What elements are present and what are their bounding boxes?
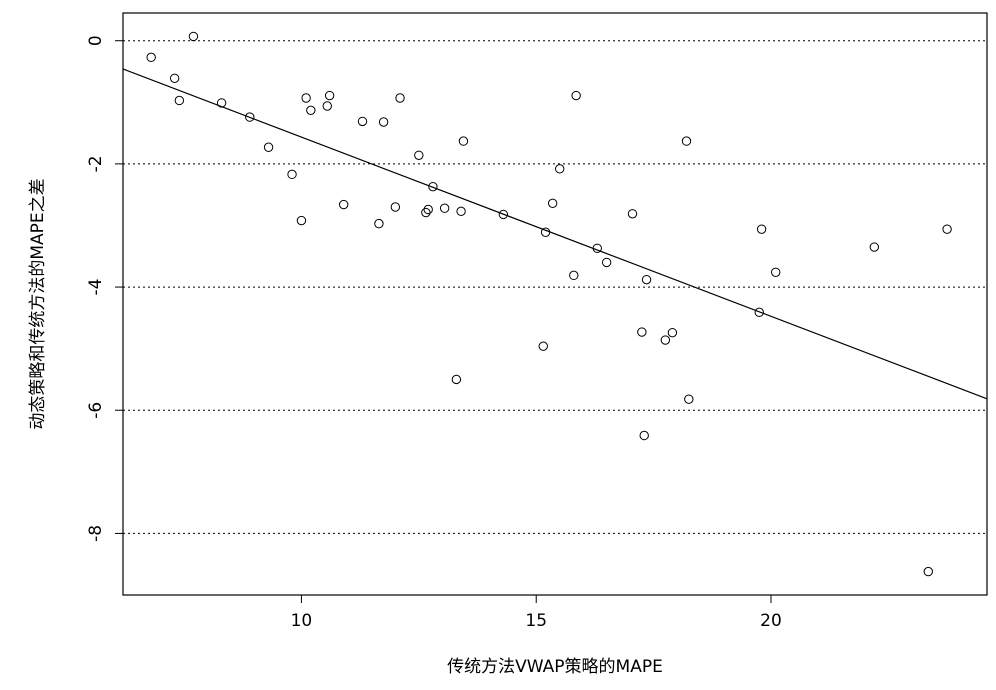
data-point <box>571 90 581 101</box>
data-point <box>601 257 612 268</box>
y-axis-title: 动态策略和传统方法的MAPE之差 <box>28 178 48 429</box>
data-point <box>428 181 438 192</box>
data-point <box>414 150 424 160</box>
x-axis-title: 传统方法VWAP策略的MAPE <box>447 657 663 677</box>
data-point <box>451 374 462 385</box>
data-point <box>660 335 671 345</box>
data-point <box>357 116 368 127</box>
data-point <box>456 206 466 217</box>
regression-line <box>122 68 988 400</box>
data-point <box>681 136 692 146</box>
gridlines <box>123 40 987 534</box>
data-point <box>374 218 384 229</box>
data-point <box>245 112 255 122</box>
data-point <box>942 224 952 234</box>
data-point <box>324 90 335 101</box>
data-point <box>641 274 652 285</box>
x-tick-label: 20 <box>760 611 782 631</box>
data-point <box>592 243 602 253</box>
data-point <box>395 93 405 103</box>
data-points <box>146 31 952 577</box>
data-point <box>421 207 431 218</box>
data-point <box>146 52 156 63</box>
x-tick-label: 15 <box>525 611 547 631</box>
data-point <box>538 341 548 351</box>
y-tick-label: -6 <box>86 402 106 419</box>
data-point <box>439 203 450 213</box>
data-point <box>667 327 678 338</box>
data-point <box>639 430 649 441</box>
y-tick-label: 0 <box>86 35 106 46</box>
data-point <box>923 566 934 577</box>
data-point <box>684 394 694 404</box>
data-point <box>540 227 551 237</box>
y-tick-label: -8 <box>86 525 106 542</box>
data-point <box>322 101 332 111</box>
data-point <box>637 327 647 337</box>
data-point <box>338 199 349 210</box>
data-point <box>263 142 274 152</box>
data-point <box>869 242 880 252</box>
data-point <box>287 169 297 180</box>
data-point <box>498 209 509 220</box>
data-point <box>547 198 558 209</box>
data-point <box>188 31 199 42</box>
data-point <box>306 105 316 116</box>
data-point <box>423 204 433 215</box>
data-point <box>301 93 311 103</box>
x-axis: 10 15 20 <box>291 595 782 631</box>
data-point <box>569 270 579 281</box>
y-axis: 0 -2 -4 -6 -8 <box>86 35 123 542</box>
data-point <box>554 164 565 174</box>
data-point <box>216 98 227 108</box>
data-point <box>756 224 767 234</box>
data-point <box>378 117 389 127</box>
data-point <box>169 73 180 83</box>
data-point <box>770 267 781 277</box>
y-tick-label: -4 <box>86 279 106 296</box>
data-point <box>174 95 185 106</box>
data-point <box>754 307 764 318</box>
x-tick-label: 10 <box>291 611 313 631</box>
data-point <box>296 215 307 226</box>
plot-frame <box>122 12 988 596</box>
data-point <box>458 136 469 146</box>
data-point <box>627 209 638 219</box>
y-tick-label: -2 <box>86 155 106 172</box>
data-point <box>390 202 401 212</box>
